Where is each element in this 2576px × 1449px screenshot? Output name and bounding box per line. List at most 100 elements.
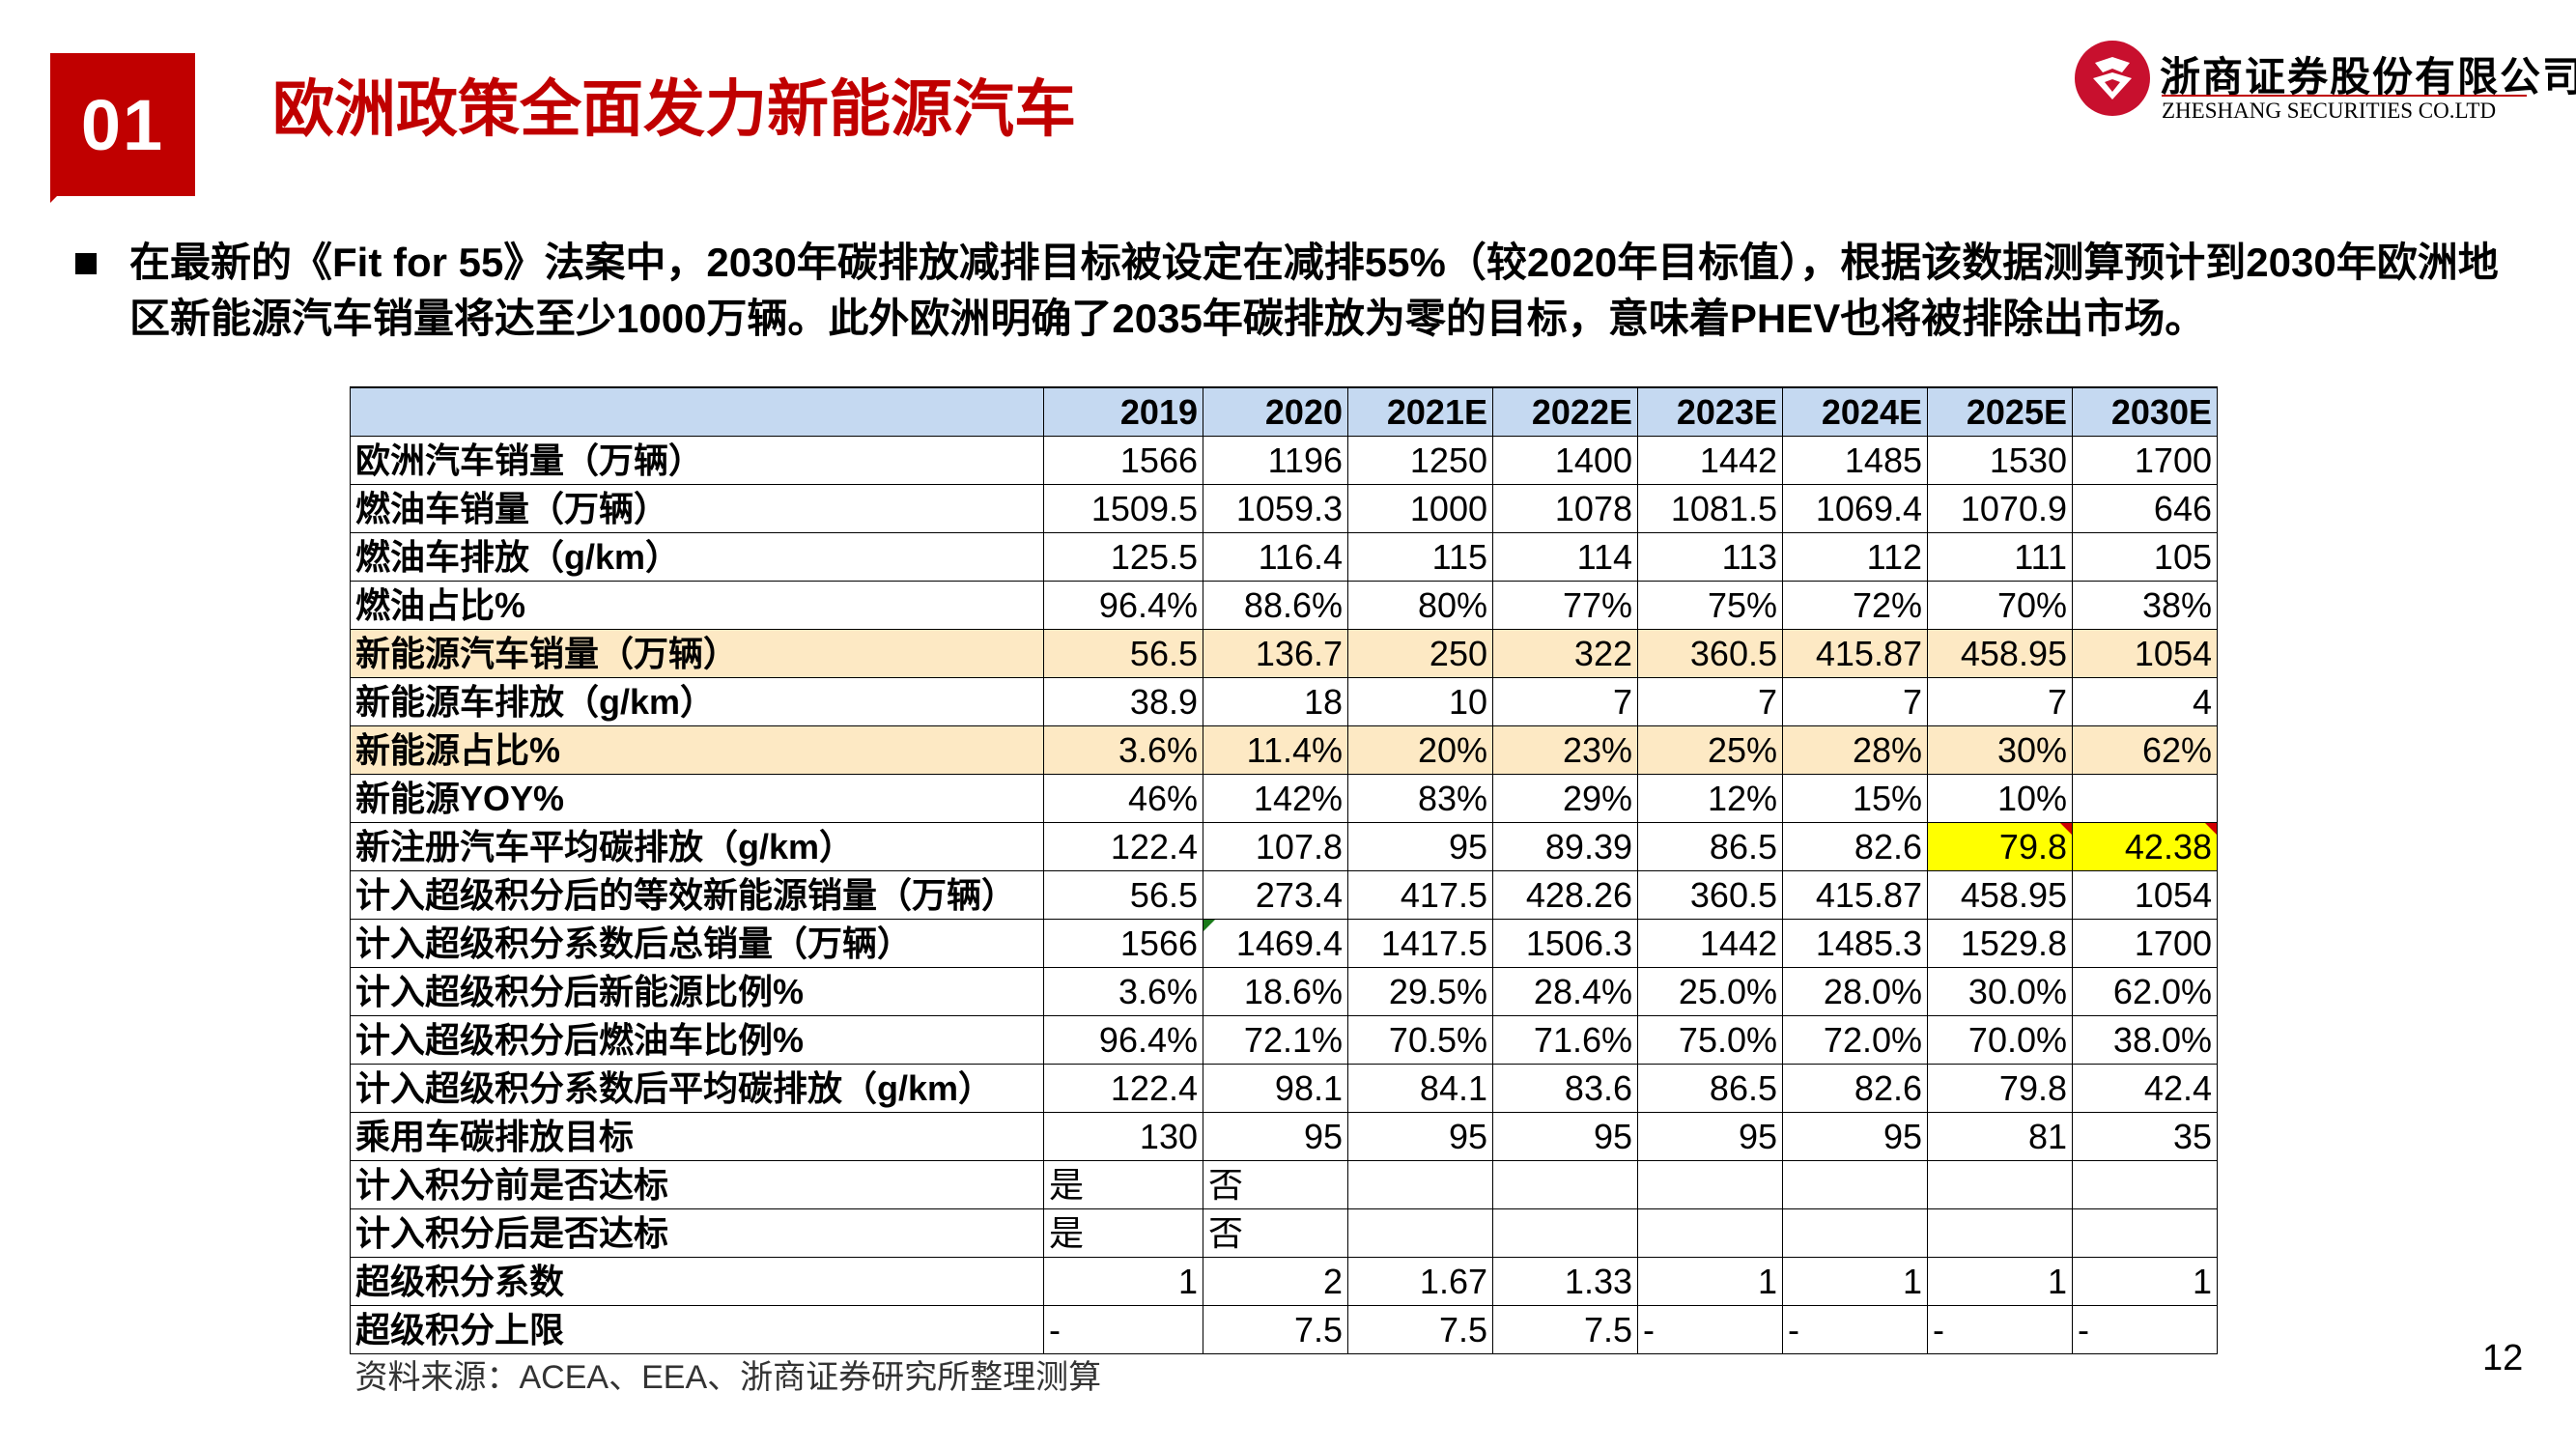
table-cell <box>1492 1160 1638 1209</box>
table-cell: 1 <box>2072 1257 2218 1306</box>
table-row: 新能源汽车销量（万辆） 56.5 136.7 250 322 360.5 415.87 458… <box>350 629 2218 678</box>
comment-marker-icon <box>2060 823 2072 835</box>
table-cell <box>2072 774 2218 823</box>
table-cell: 30% <box>1927 725 2073 775</box>
table-cell: 75.0% <box>1637 1015 1783 1065</box>
table-cell: 1417.5 <box>1347 919 1493 968</box>
table-cell: 322 <box>1492 629 1638 678</box>
row-label: 超级积分上限 <box>350 1305 1044 1354</box>
row-label: 计入积分前是否达标 <box>350 1160 1044 1209</box>
table-cell: 7 <box>1782 677 1928 726</box>
table-cell: 79.8 <box>1927 1064 2073 1113</box>
page-number: 12 <box>2482 1338 2524 1378</box>
column-header: 2025E <box>1927 386 2073 437</box>
table-cell: 88.6% <box>1203 581 1348 630</box>
table-cell: 否 <box>1203 1160 1348 1209</box>
row-label: 新能源车排放（g/km） <box>350 677 1044 726</box>
table-cell: - <box>1637 1305 1783 1354</box>
table-cell: 86.5 <box>1637 1064 1783 1113</box>
table-cell: 82.6 <box>1782 1064 1928 1113</box>
table-cell: 1.67 <box>1347 1257 1493 1306</box>
bullet-text: 在最新的《Fit for 55》法案中，2030年碳排放减排目标被设定在减排55… <box>129 240 2499 341</box>
column-header: 2021E <box>1347 386 1493 437</box>
table-cell: 122.4 <box>1043 822 1203 871</box>
table-cell <box>1927 1208 2073 1258</box>
table-cell: 3.6% <box>1043 725 1203 775</box>
table-cell: 62% <box>2072 725 2218 775</box>
table-header-row: 2019 2020 2021E 2022E 2023E 2024E 2025E 2030E <box>350 386 2218 437</box>
table-cell: 38.9 <box>1043 677 1203 726</box>
table-cell: 23% <box>1492 725 1638 775</box>
table-cell <box>2072 1208 2218 1258</box>
table-row: 新能源YOY% 46% 142% 83% 29% 12% 15% 10% <box>350 774 2218 823</box>
row-label: 计入积分后是否达标 <box>350 1208 1044 1258</box>
table-cell: 1078 <box>1492 484 1638 533</box>
table-cell: 2 <box>1203 1257 1348 1306</box>
table-cell <box>1347 1160 1493 1209</box>
table-cell: 458.95 <box>1927 629 2073 678</box>
table-cell: 96.4% <box>1043 1015 1203 1065</box>
table-cell: 1.33 <box>1492 1257 1638 1306</box>
table-cell: 1069.4 <box>1782 484 1928 533</box>
table-row: 新注册汽车平均碳排放（g/km） 122.4 107.8 95 89.39 86.5 82.… <box>350 822 2218 871</box>
table-cell: 1250 <box>1347 436 1493 485</box>
table-cell: 116.4 <box>1203 532 1348 582</box>
table-cell: 1566 <box>1043 436 1203 485</box>
table-cell: - <box>1927 1305 2073 1354</box>
table-cell: 28.0% <box>1782 967 1928 1016</box>
table-cell: 42.38 <box>2072 822 2218 871</box>
row-label: 燃油车销量（万辆） <box>350 484 1044 533</box>
table-cell: 46% <box>1043 774 1203 823</box>
table-cell: 是 <box>1043 1208 1203 1258</box>
table-cell: 56.5 <box>1043 870 1203 920</box>
table-cell: 70.5% <box>1347 1015 1493 1065</box>
table-row: 乘用车碳排放目标 130 95 95 95 95 95 81 35 <box>350 1112 2218 1161</box>
table-cell: 111 <box>1927 532 2073 582</box>
table-cell: 1400 <box>1492 436 1638 485</box>
table-cell: 415.87 <box>1782 629 1928 678</box>
table-cell: 1 <box>1043 1257 1203 1306</box>
table-cell: 72.1% <box>1203 1015 1348 1065</box>
table-cell: 35 <box>2072 1112 2218 1161</box>
table-cell: 114 <box>1492 532 1638 582</box>
table-cell: 250 <box>1347 629 1493 678</box>
table-cell: 360.5 <box>1637 870 1783 920</box>
table-cell: 20% <box>1347 725 1493 775</box>
table-cell: 428.26 <box>1492 870 1638 920</box>
table-cell <box>1637 1208 1783 1258</box>
table-cell: 是 <box>1043 1160 1203 1209</box>
table-cell: 417.5 <box>1347 870 1493 920</box>
table-cell: 75% <box>1637 581 1783 630</box>
table-row: 计入超级积分后燃油车比例% 96.4% 72.1% 70.5% 71.6% 75.0% 72… <box>350 1015 2218 1065</box>
table-cell: 1081.5 <box>1637 484 1783 533</box>
row-label: 新注册汽车平均碳排放（g/km） <box>350 822 1044 871</box>
source-row: 资料来源：ACEA、EEA、浙商证券研究所整理测算 <box>350 1353 2218 1402</box>
table-row: 计入超级积分后新能源比例% 3.6% 18.6% 29.5% 28.4% 25.0% 28.… <box>350 967 2218 1016</box>
table-cell: 11.4% <box>1203 725 1348 775</box>
row-label: 超级积分系数 <box>350 1257 1044 1306</box>
table-cell <box>1347 1208 1493 1258</box>
table-cell: 458.95 <box>1927 870 2073 920</box>
table-cell: 否 <box>1203 1208 1348 1258</box>
table-cell: 70% <box>1927 581 2073 630</box>
table-cell: 29.5% <box>1347 967 1493 1016</box>
table-cell: 1700 <box>2072 919 2218 968</box>
table-cell <box>1637 1160 1783 1209</box>
table-cell: 1485.3 <box>1782 919 1928 968</box>
table-cell: 1485 <box>1782 436 1928 485</box>
table-cell: 95 <box>1782 1112 1928 1161</box>
table-cell: 10% <box>1927 774 2073 823</box>
table-cell: 1442 <box>1637 919 1783 968</box>
table-cell: 95 <box>1347 822 1493 871</box>
column-header: 2022E <box>1492 386 1638 437</box>
table-cell: 7.5 <box>1347 1305 1493 1354</box>
table-cell: 77% <box>1492 581 1638 630</box>
table-cell: 25% <box>1637 725 1783 775</box>
table-cell: - <box>2072 1305 2218 1354</box>
table-cell: 28.4% <box>1492 967 1638 1016</box>
row-label: 计入超级积分后的等效新能源销量（万辆） <box>350 870 1044 920</box>
table-cell: 646 <box>2072 484 2218 533</box>
error-marker-icon <box>1203 920 1215 931</box>
table-cell: 18 <box>1203 677 1348 726</box>
table-cell: 105 <box>2072 532 2218 582</box>
